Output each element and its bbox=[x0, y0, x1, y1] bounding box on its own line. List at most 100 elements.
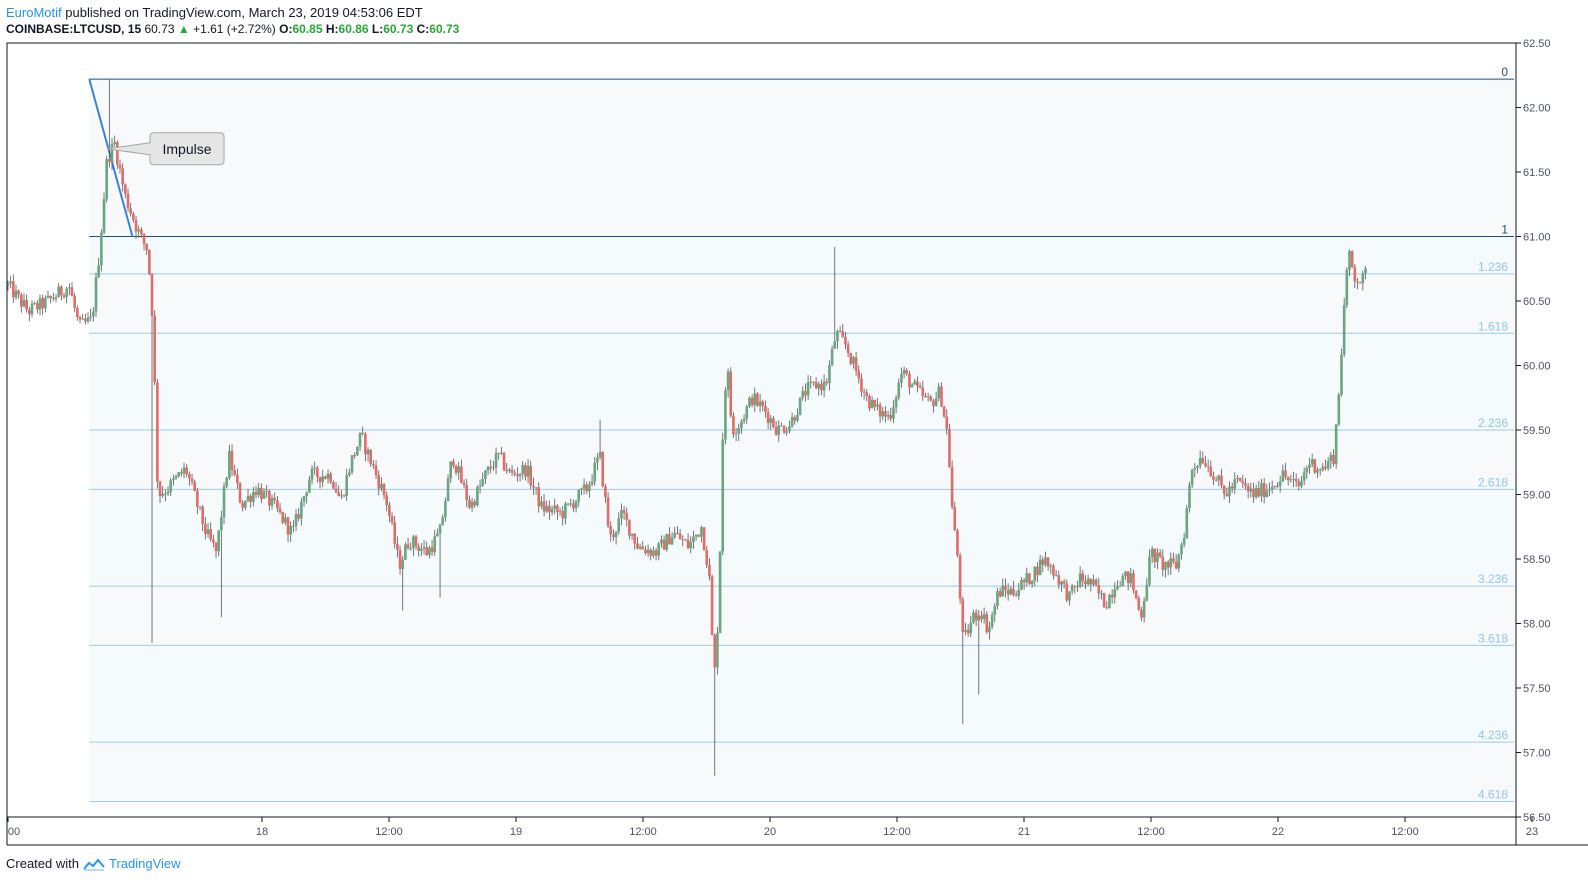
candle-up bbox=[540, 501, 543, 507]
candle-up bbox=[1009, 588, 1013, 595]
candle-down bbox=[1257, 487, 1261, 497]
candle-down bbox=[684, 539, 687, 541]
candle-up bbox=[577, 489, 581, 502]
candle-down bbox=[966, 629, 970, 634]
candle-down bbox=[662, 539, 666, 550]
author-link[interactable]: EuroMotif bbox=[6, 5, 62, 20]
candle-up bbox=[1310, 459, 1314, 465]
x-tick-label: 18 bbox=[256, 826, 268, 838]
candle-down bbox=[510, 469, 514, 473]
candle-up bbox=[294, 514, 298, 526]
candle-down bbox=[998, 591, 1002, 597]
candle-up bbox=[92, 311, 95, 317]
candle-up bbox=[724, 390, 727, 440]
candle-down bbox=[649, 549, 653, 556]
candle-up bbox=[1217, 475, 1221, 481]
candle-down bbox=[532, 485, 535, 488]
candle-down bbox=[761, 401, 765, 407]
candle-down bbox=[953, 507, 957, 531]
candle-down bbox=[70, 287, 74, 297]
candle-up bbox=[350, 455, 354, 473]
candle-up bbox=[1001, 585, 1005, 597]
candle-down bbox=[1276, 485, 1279, 487]
candle-up bbox=[718, 551, 722, 634]
y-tick-label: 61.50 bbox=[1523, 167, 1551, 179]
candle-down bbox=[201, 506, 204, 525]
candle-up bbox=[164, 493, 167, 495]
candle-down bbox=[537, 487, 541, 507]
tradingview-link[interactable]: TradingView bbox=[108, 856, 181, 871]
candle-down bbox=[1004, 585, 1007, 591]
y-tick-label: 58.00 bbox=[1523, 619, 1551, 631]
candle-up bbox=[1190, 469, 1194, 485]
candle-down bbox=[142, 234, 146, 244]
candle-down bbox=[260, 487, 263, 499]
candle-down bbox=[585, 484, 589, 492]
candle-down bbox=[20, 294, 23, 307]
candle-up bbox=[436, 533, 439, 537]
candle-up bbox=[366, 449, 370, 455]
candle-down bbox=[1356, 281, 1359, 283]
candle-up bbox=[6, 283, 10, 286]
candle-down bbox=[1132, 573, 1135, 591]
candle-down bbox=[1161, 556, 1165, 570]
candle-down bbox=[73, 296, 76, 308]
candle-down bbox=[121, 168, 124, 185]
candle-down bbox=[1204, 463, 1207, 467]
candle-up bbox=[569, 503, 573, 505]
fib-band bbox=[89, 586, 1516, 646]
candle-down bbox=[1105, 607, 1109, 609]
candle-up bbox=[302, 496, 306, 502]
candle-down bbox=[196, 490, 199, 507]
candle-up bbox=[1129, 573, 1133, 584]
candle-down bbox=[764, 406, 767, 413]
candle-down bbox=[316, 467, 319, 478]
candle-down bbox=[750, 397, 754, 406]
candle-down bbox=[793, 417, 797, 421]
candle-up bbox=[1169, 558, 1173, 568]
x-tick-label: 20 bbox=[764, 826, 776, 838]
candle-down bbox=[353, 455, 357, 457]
candle-down bbox=[297, 514, 301, 519]
open-label: O: bbox=[279, 22, 293, 36]
candle-down bbox=[190, 478, 194, 482]
candle-down bbox=[1206, 466, 1210, 468]
candle-down bbox=[609, 525, 613, 535]
candle-up bbox=[246, 495, 250, 501]
candle-up bbox=[990, 614, 994, 627]
candle-up bbox=[1116, 586, 1119, 590]
candle-up bbox=[1340, 354, 1343, 395]
candle-down bbox=[1252, 488, 1255, 498]
candle-up bbox=[97, 265, 100, 278]
candle-up bbox=[380, 484, 383, 489]
candle-up bbox=[996, 591, 999, 607]
candle-up bbox=[470, 501, 474, 508]
candle-down bbox=[12, 281, 15, 298]
candle-up bbox=[292, 525, 295, 527]
candle-up bbox=[614, 531, 618, 538]
candle-down bbox=[1230, 486, 1234, 489]
candle-up bbox=[1278, 481, 1282, 487]
candle-up bbox=[257, 487, 260, 495]
candle-down bbox=[430, 547, 434, 553]
candle-up bbox=[14, 290, 18, 298]
candle-up bbox=[1044, 557, 1047, 565]
candle-up bbox=[574, 501, 578, 509]
candle-down bbox=[1209, 466, 1213, 477]
candle-up bbox=[806, 382, 810, 396]
candle-down bbox=[873, 399, 877, 407]
candle-up bbox=[441, 517, 445, 525]
candle-up bbox=[206, 529, 210, 534]
y-tick-label: 61.00 bbox=[1523, 232, 1551, 244]
candle-up bbox=[1054, 575, 1058, 577]
y-tick-label: 59.50 bbox=[1523, 425, 1551, 437]
candle-down bbox=[1076, 586, 1079, 588]
candle-up bbox=[1345, 269, 1349, 306]
candle-up bbox=[401, 559, 405, 570]
candle-down bbox=[868, 396, 871, 409]
candle-up bbox=[1121, 576, 1125, 586]
fib-band bbox=[89, 742, 1516, 802]
fib-level-label: 1.236 bbox=[1478, 260, 1508, 274]
candle-up bbox=[550, 508, 554, 513]
